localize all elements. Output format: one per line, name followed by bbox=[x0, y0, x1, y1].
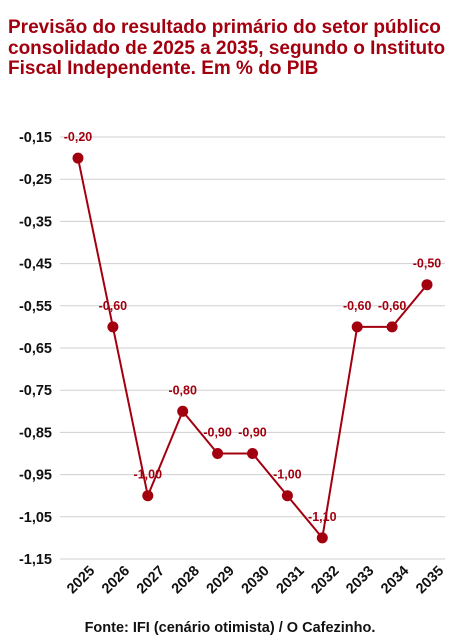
data-point bbox=[107, 321, 119, 333]
y-tick-label: -0,25 bbox=[19, 172, 52, 188]
data-label: -0,80 bbox=[168, 383, 197, 397]
data-label: -0,60 bbox=[378, 299, 407, 313]
data-point bbox=[247, 448, 258, 459]
x-tick-label: 2026 bbox=[99, 563, 133, 597]
data-label: -1,10 bbox=[308, 510, 337, 524]
y-tick-label: -0,75 bbox=[19, 383, 52, 399]
y-tick-label: -0,65 bbox=[19, 341, 52, 357]
data-label: -0,60 bbox=[343, 299, 372, 313]
data-label: -0,90 bbox=[203, 426, 232, 440]
data-label: -0,50 bbox=[413, 257, 442, 271]
data-point bbox=[421, 279, 433, 291]
data-label: -0,60 bbox=[99, 299, 128, 313]
x-tick-label: 2025 bbox=[64, 563, 98, 597]
y-tick-label: -0,85 bbox=[19, 425, 52, 441]
x-tick-label: 2035 bbox=[413, 563, 447, 597]
x-tick-label: 2034 bbox=[378, 563, 412, 597]
y-tick-label: -0,45 bbox=[19, 257, 52, 273]
data-point bbox=[351, 321, 363, 333]
data-label: -0,20 bbox=[64, 130, 93, 144]
data-label: -0,90 bbox=[238, 426, 267, 440]
x-tick-label: 2031 bbox=[274, 563, 308, 597]
y-tick-label: -0,95 bbox=[19, 468, 52, 484]
data-point bbox=[72, 152, 84, 164]
x-tick-label: 2028 bbox=[169, 563, 203, 597]
y-tick-label: -0,55 bbox=[19, 299, 52, 315]
y-tick-label: -0,35 bbox=[19, 214, 52, 230]
x-tick-label: 2027 bbox=[134, 563, 168, 597]
data-point bbox=[316, 532, 328, 544]
x-tick-label: 2032 bbox=[308, 563, 342, 597]
x-tick-label: 2029 bbox=[204, 563, 238, 597]
data-label: -1,00 bbox=[134, 468, 163, 482]
data-point bbox=[142, 490, 154, 502]
data-point bbox=[177, 405, 189, 417]
source-note: Fonte: IFI (cenário otimista) / O Cafezi… bbox=[84, 620, 376, 636]
y-tick-label: -1,15 bbox=[19, 552, 52, 568]
x-tick-label: 2030 bbox=[239, 563, 273, 597]
data-label: -1,00 bbox=[273, 468, 302, 482]
data-point bbox=[281, 490, 293, 502]
x-tick-label: 2033 bbox=[343, 563, 377, 597]
data-point bbox=[386, 321, 398, 333]
y-tick-label: -0,15 bbox=[19, 130, 52, 146]
y-tick-label: -1,05 bbox=[19, 510, 52, 526]
chart-title: Previsão do resultado primário do setor … bbox=[8, 17, 446, 79]
data-point bbox=[212, 448, 224, 459]
